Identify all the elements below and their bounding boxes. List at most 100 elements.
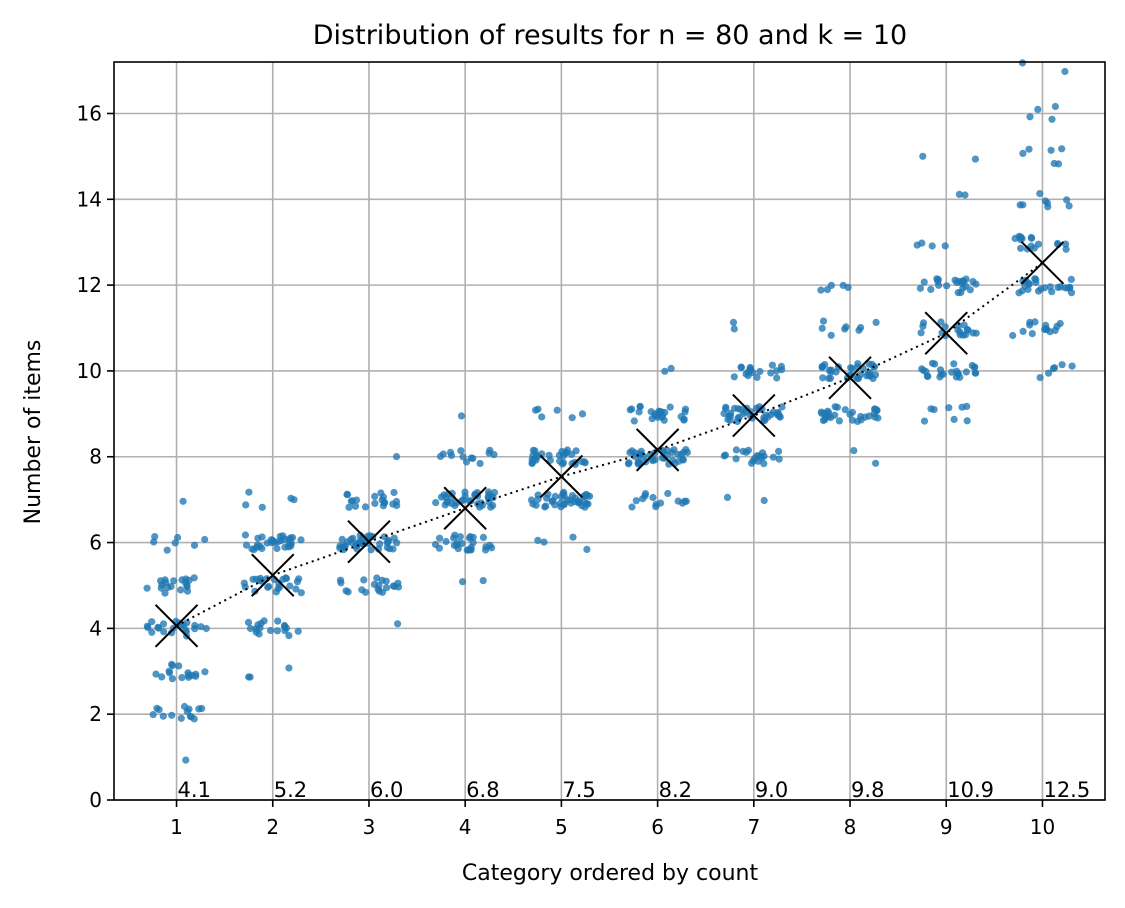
- data-point: [1019, 149, 1027, 157]
- data-point: [272, 588, 280, 596]
- data-point: [640, 453, 648, 461]
- data-point: [241, 531, 249, 539]
- data-point: [182, 575, 190, 583]
- data-point: [175, 662, 183, 670]
- data-point: [927, 285, 935, 293]
- data-point: [1034, 105, 1042, 113]
- data-point: [931, 360, 939, 368]
- y-tick-label: 2: [89, 702, 102, 726]
- data-point: [624, 460, 633, 468]
- data-point: [923, 372, 932, 380]
- data-point: [635, 408, 643, 416]
- data-point: [254, 534, 262, 542]
- data-point: [443, 498, 451, 506]
- data-point: [768, 361, 777, 369]
- data-point: [1041, 284, 1049, 292]
- data-point: [339, 543, 347, 551]
- data-point: [649, 457, 657, 465]
- x-tick-label: 6: [651, 815, 664, 839]
- mean-labels: 4.1 5.2 6.0 6.8 7.5 8.2 9.0 9.8 10.9 12.5: [178, 778, 1091, 802]
- data-point: [343, 491, 352, 499]
- data-point: [961, 191, 969, 199]
- data-point: [392, 497, 401, 506]
- data-point: [722, 403, 730, 411]
- data-point: [154, 623, 162, 631]
- data-point: [192, 670, 200, 678]
- data-point: [143, 584, 151, 592]
- data-point: [476, 459, 484, 468]
- data-point: [850, 447, 858, 455]
- data-point: [1032, 275, 1040, 284]
- data-point: [919, 152, 927, 160]
- mean-label: 9.0: [755, 778, 788, 802]
- x-tick-label: 9: [940, 815, 953, 839]
- data-point: [920, 417, 929, 425]
- data-point: [377, 489, 385, 497]
- data-point: [581, 503, 589, 511]
- data-point: [679, 456, 687, 464]
- data-point: [534, 495, 542, 503]
- data-point: [1031, 318, 1039, 326]
- data-point: [469, 539, 477, 547]
- data-point: [469, 533, 477, 541]
- data-point: [1062, 245, 1070, 253]
- data-point: [246, 673, 254, 681]
- data-point: [158, 673, 166, 681]
- mean-marker: [924, 311, 968, 355]
- data-point: [281, 622, 289, 631]
- data-point: [1034, 287, 1043, 295]
- data-point: [376, 540, 384, 548]
- data-point: [281, 535, 289, 543]
- data-point: [458, 539, 466, 548]
- data-point: [951, 276, 959, 284]
- data-point: [179, 497, 187, 505]
- data-point: [1041, 197, 1049, 205]
- data-point: [529, 500, 537, 508]
- data-point: [962, 368, 970, 376]
- data-point: [953, 367, 961, 375]
- data-point: [486, 446, 494, 454]
- data-point: [285, 540, 293, 548]
- mean-label: 7.5: [562, 778, 595, 802]
- data-point: [943, 282, 951, 290]
- x-axis-label: Category ordered by count: [462, 861, 759, 886]
- data-point: [941, 242, 949, 250]
- y-tick-label: 10: [77, 359, 102, 383]
- x-tick-label: 2: [266, 815, 279, 839]
- mean-marker: [347, 519, 391, 564]
- data-point: [773, 374, 781, 382]
- data-point: [1067, 275, 1075, 283]
- data-point: [163, 546, 171, 554]
- data-point: [551, 501, 559, 509]
- data-point: [1065, 202, 1073, 210]
- data-point: [389, 545, 397, 553]
- data-point: [371, 492, 379, 500]
- data-point: [917, 329, 925, 337]
- data-point: [174, 533, 182, 542]
- data-point: [384, 538, 392, 546]
- data-point: [568, 414, 576, 422]
- data-point: [950, 360, 958, 368]
- data-point: [857, 416, 865, 424]
- data-point: [367, 546, 375, 554]
- data-point: [578, 410, 587, 418]
- data-point: [273, 627, 281, 635]
- data-point: [972, 329, 980, 337]
- data-point: [336, 576, 345, 584]
- data-point: [258, 503, 266, 511]
- y-tick-label: 14: [77, 187, 102, 211]
- mean-marker: [732, 393, 776, 438]
- x-tick-label: 5: [555, 815, 568, 839]
- data-point: [583, 545, 591, 554]
- data-point: [287, 494, 295, 502]
- x-tick-label: 1: [170, 815, 183, 839]
- data-point: [957, 288, 965, 297]
- mean-label: 4.1: [178, 778, 211, 802]
- mean-marker: [635, 428, 680, 472]
- data-point: [1027, 242, 1035, 250]
- mean-marker: [154, 604, 199, 648]
- data-point: [202, 624, 210, 633]
- data-point: [723, 493, 732, 501]
- y-tick-label: 16: [77, 101, 102, 125]
- data-point: [827, 331, 835, 339]
